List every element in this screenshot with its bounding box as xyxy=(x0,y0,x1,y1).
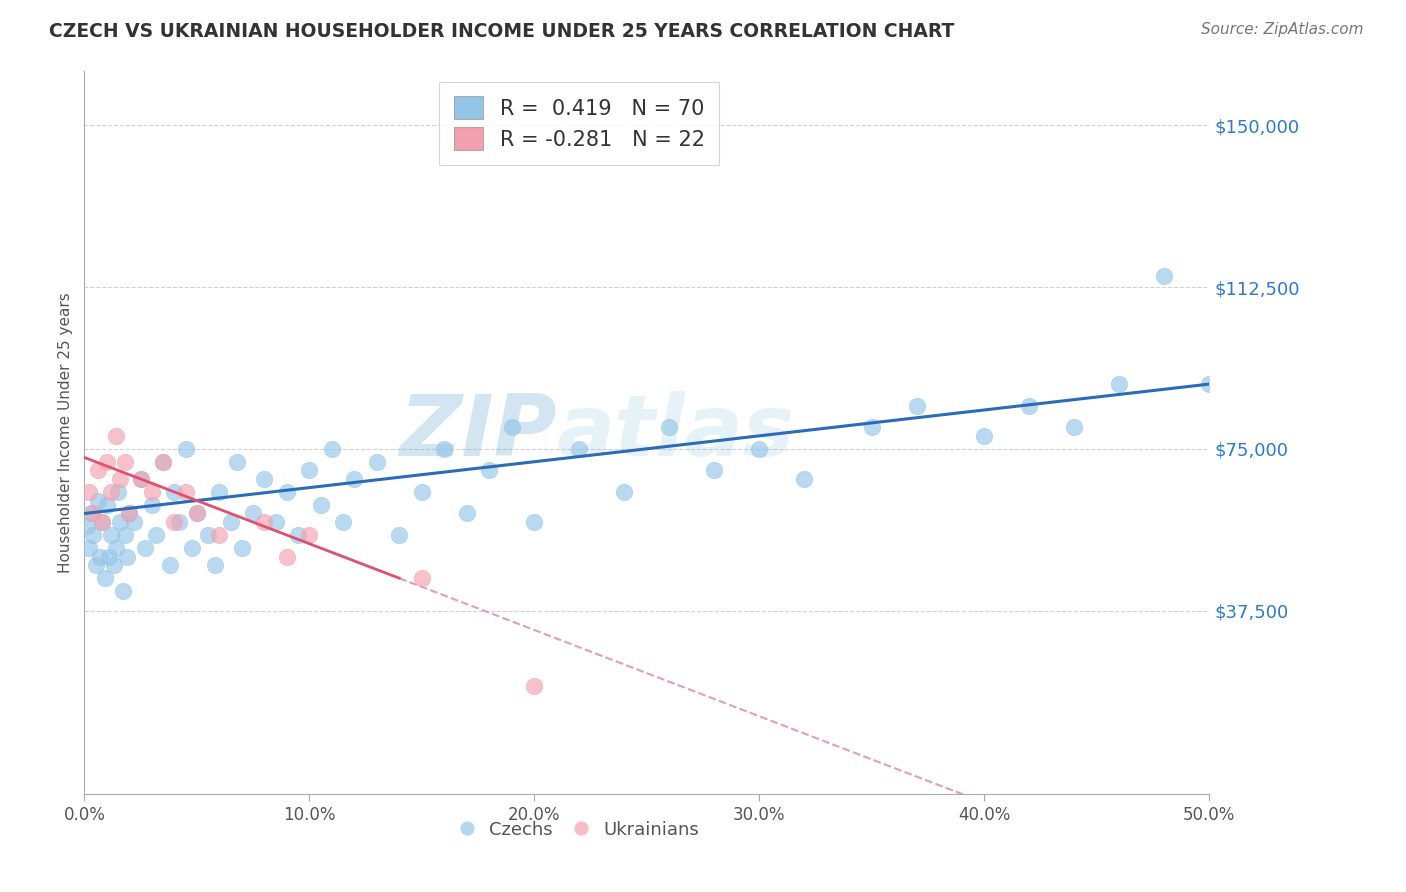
Point xyxy=(309,498,332,512)
Point xyxy=(433,442,456,456)
Point xyxy=(253,472,276,486)
Point xyxy=(118,507,141,521)
Point xyxy=(159,558,181,573)
Point xyxy=(98,549,121,564)
Point xyxy=(111,584,134,599)
Point xyxy=(1198,377,1220,392)
Point xyxy=(204,558,226,573)
Point xyxy=(321,442,343,456)
Point xyxy=(96,455,118,469)
Point xyxy=(93,571,115,585)
Point xyxy=(115,549,138,564)
Point xyxy=(973,429,995,443)
Point xyxy=(110,472,132,486)
Point xyxy=(298,528,321,542)
Point xyxy=(264,515,287,529)
Point xyxy=(748,442,770,456)
Point xyxy=(104,541,127,555)
Point xyxy=(658,420,681,434)
Point xyxy=(122,515,145,529)
Point xyxy=(197,528,219,542)
Point xyxy=(1063,420,1085,434)
Point xyxy=(103,558,125,573)
Point xyxy=(87,493,110,508)
Point xyxy=(107,484,129,499)
Legend: Czechs, Ukrainians: Czechs, Ukrainians xyxy=(453,814,706,847)
Point xyxy=(110,515,132,529)
Point xyxy=(905,399,928,413)
Point xyxy=(860,420,883,434)
Point xyxy=(253,515,276,529)
Point xyxy=(100,484,122,499)
Point xyxy=(1018,399,1040,413)
Point xyxy=(411,484,433,499)
Point xyxy=(186,507,208,521)
Point xyxy=(276,549,298,564)
Point xyxy=(1153,269,1175,284)
Y-axis label: Householder Income Under 25 years: Householder Income Under 25 years xyxy=(58,293,73,573)
Point xyxy=(231,541,253,555)
Point xyxy=(208,528,231,542)
Point xyxy=(82,507,104,521)
Point xyxy=(84,558,107,573)
Point xyxy=(332,515,354,529)
Point xyxy=(76,519,98,533)
Point xyxy=(152,455,174,469)
Text: ZIP: ZIP xyxy=(399,391,557,475)
Point xyxy=(501,420,523,434)
Point xyxy=(1108,377,1130,392)
Point xyxy=(163,484,186,499)
Point xyxy=(181,541,204,555)
Point xyxy=(523,515,546,529)
Point xyxy=(298,463,321,477)
Point xyxy=(411,571,433,585)
Text: CZECH VS UKRAINIAN HOUSEHOLDER INCOME UNDER 25 YEARS CORRELATION CHART: CZECH VS UKRAINIAN HOUSEHOLDER INCOME UN… xyxy=(49,22,955,41)
Point xyxy=(134,541,156,555)
Point xyxy=(388,528,411,542)
Text: atlas: atlas xyxy=(557,391,794,475)
Point xyxy=(145,528,167,542)
Point xyxy=(456,507,478,521)
Point xyxy=(703,463,725,477)
Point xyxy=(163,515,186,529)
Point xyxy=(219,515,242,529)
Point xyxy=(129,472,152,486)
Point xyxy=(91,515,114,529)
Point xyxy=(114,528,136,542)
Point xyxy=(366,455,388,469)
Point xyxy=(276,484,298,499)
Point xyxy=(91,515,114,529)
Point xyxy=(77,541,100,555)
Point xyxy=(77,484,100,499)
Point xyxy=(104,429,127,443)
Point xyxy=(82,528,104,542)
Point xyxy=(167,515,190,529)
Point xyxy=(523,679,546,693)
Point xyxy=(89,549,111,564)
Point xyxy=(100,528,122,542)
Point xyxy=(129,472,152,486)
Point xyxy=(242,507,264,521)
Point xyxy=(793,472,815,486)
Point xyxy=(118,507,141,521)
Point xyxy=(208,484,231,499)
Point xyxy=(226,455,249,469)
Point xyxy=(152,455,174,469)
Point xyxy=(287,528,309,542)
Text: Source: ZipAtlas.com: Source: ZipAtlas.com xyxy=(1201,22,1364,37)
Point xyxy=(141,498,163,512)
Point xyxy=(478,463,501,477)
Point xyxy=(343,472,366,486)
Point xyxy=(174,442,197,456)
Point xyxy=(613,484,636,499)
Point xyxy=(80,507,103,521)
Point xyxy=(87,463,110,477)
Point xyxy=(141,484,163,499)
Point xyxy=(96,498,118,512)
Point xyxy=(186,507,208,521)
Point xyxy=(568,442,591,456)
Point xyxy=(174,484,197,499)
Point xyxy=(114,455,136,469)
